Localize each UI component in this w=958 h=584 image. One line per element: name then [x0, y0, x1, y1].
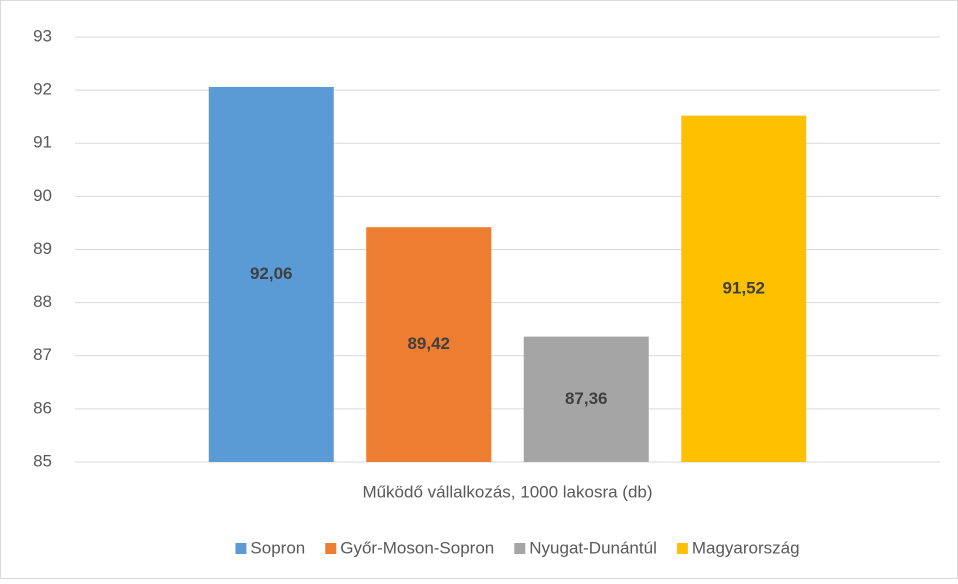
bar — [523, 336, 649, 462]
y-tick-label: 86 — [33, 398, 52, 417]
legend-label: Nyugat-Dunántúl — [529, 538, 657, 557]
y-tick-label: 90 — [33, 186, 52, 205]
legend-label: Győr-Moson-Sopron — [340, 538, 494, 557]
legend-swatch — [235, 543, 247, 554]
y-tick-label: 92 — [33, 80, 52, 99]
y-tick-label: 85 — [33, 451, 52, 470]
y-tick-label: 93 — [33, 26, 52, 45]
legend-label: Sopron — [250, 538, 305, 557]
y-tick-label: 89 — [33, 239, 52, 258]
y-tick-label: 88 — [33, 292, 52, 311]
data-label: 92,06 — [250, 264, 293, 283]
y-tick-label: 91 — [33, 133, 52, 152]
bar — [208, 86, 334, 462]
data-label: 87,36 — [565, 389, 608, 408]
data-label: 89,42 — [407, 334, 450, 353]
bar — [681, 115, 807, 462]
legend-swatch — [325, 543, 337, 554]
y-tick-label: 87 — [33, 345, 52, 364]
x-tick-label: Működő vállalkozás, 1000 lakosra (db) — [362, 482, 652, 501]
legend-swatch — [676, 543, 688, 554]
legend-swatch — [514, 543, 526, 554]
bar — [366, 227, 492, 462]
legend-label: Magyarország — [692, 538, 800, 557]
data-label: 91,52 — [722, 278, 765, 297]
